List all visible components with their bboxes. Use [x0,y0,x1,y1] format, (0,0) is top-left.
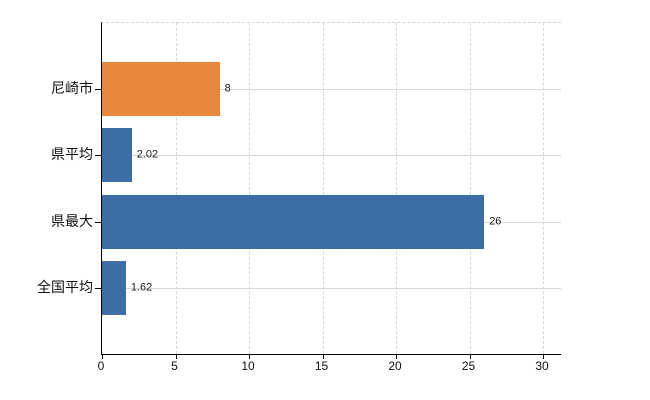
category-label: 全国平均 [37,278,93,295]
x-axis-tick-label: 15 [314,359,329,373]
x-axis-tick-label: 20 [388,359,402,373]
x-gridline [543,23,544,354]
bar-2 [102,128,132,183]
bar-value-label: 8 [224,82,231,95]
x-axis-tick [396,354,397,359]
x-gridline [469,23,471,354]
y-axis-tick [95,287,102,289]
category-label: 県平均 [51,146,93,163]
x-axis-tick [175,354,177,359]
x-axis-tick [102,354,103,359]
plot-area: 8 2.02 26 1.62 [95,22,561,359]
x-axis-tick-label: 30 [535,359,549,373]
category-label: 尼崎市 [51,80,93,97]
bar-3 [102,194,485,249]
y-axis-tick [95,155,102,157]
x-gridline [175,23,177,354]
x-gridline [396,23,397,354]
x-axis-tick-label: 5 [171,359,178,373]
bar-4 [102,260,126,315]
y-gridline [102,287,561,289]
x-gridline [322,23,324,354]
x-axis-tick [249,354,250,359]
x-axis-tick [469,354,471,359]
x-axis-tick [322,354,324,359]
bar-value-label: 2.02 [136,148,159,161]
x-axis-tick-label: 25 [461,359,476,373]
y-axis-tick [95,221,102,223]
y-axis-tick [95,89,102,91]
x-axis-tick-label: 10 [241,359,255,373]
bar-value-label: 26 [489,215,502,228]
x-axis-tick [543,354,544,359]
bar-value-label: 1.62 [130,281,153,294]
x-axis-tick-label: 0 [97,359,105,373]
x-gridline [249,23,250,354]
y-gridline [102,89,561,91]
category-label: 県最大 [51,212,93,229]
y-gridline [102,155,561,157]
bar-1 [102,62,220,117]
